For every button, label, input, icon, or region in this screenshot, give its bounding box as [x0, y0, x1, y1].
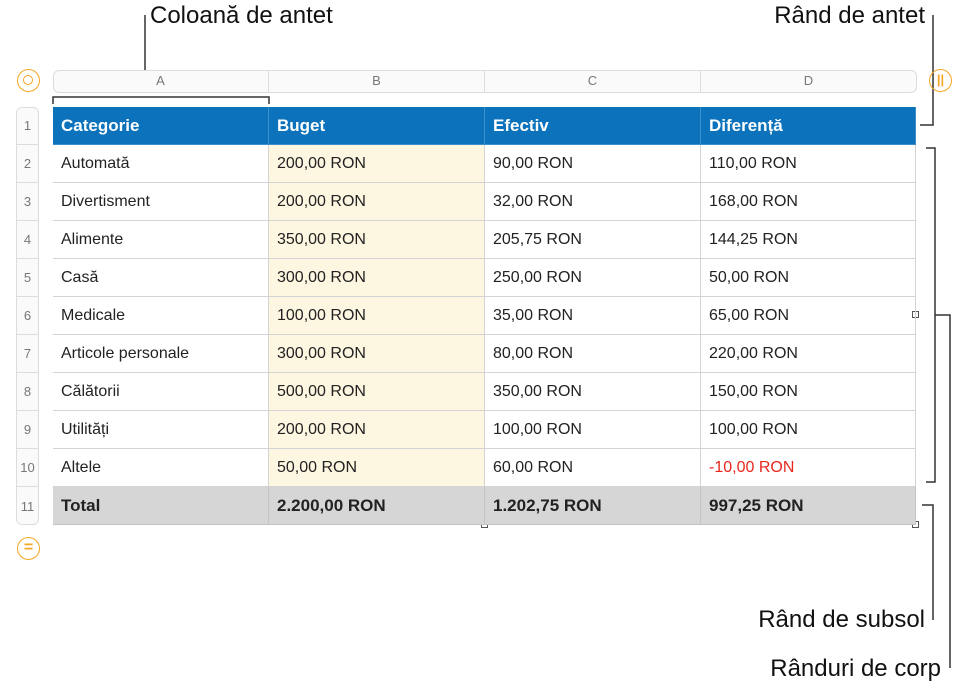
header-cell: Efectiv: [485, 107, 701, 145]
body-cell: Articole personale: [53, 335, 269, 373]
body-cell: 200,00 RON: [269, 411, 485, 449]
body-cell: 32,00 RON: [485, 183, 701, 221]
body-cell: Utilități: [53, 411, 269, 449]
column-letter: B: [269, 70, 485, 93]
table-handle[interactable]: [17, 69, 40, 92]
body-cell: 300,00 RON: [269, 259, 485, 297]
footer-cell: 1.202,75 RON: [485, 487, 701, 525]
body-cell: 100,00 RON: [485, 411, 701, 449]
row-number: 9: [17, 411, 38, 449]
footer-cell: 2.200,00 RON: [269, 487, 485, 525]
body-cell: 250,00 RON: [485, 259, 701, 297]
body-cell: 110,00 RON: [701, 145, 916, 183]
body-cell: 144,25 RON: [701, 221, 916, 259]
body-cell: 168,00 RON: [701, 183, 916, 221]
row-number: 11: [20, 498, 35, 514]
body-cell: Casă: [53, 259, 269, 297]
body-cell: Divertisment: [53, 183, 269, 221]
body-cell: 200,00 RON: [269, 183, 485, 221]
body-cell: 60,00 RON: [485, 449, 701, 487]
footer-cell: 997,25 RON: [701, 487, 916, 525]
body-cell: -10,00 RON: [701, 449, 916, 487]
body-cell: 35,00 RON: [485, 297, 701, 335]
body-cell: 100,00 RON: [701, 411, 916, 449]
add-column-button[interactable]: ||: [929, 69, 952, 92]
header-cell: Categorie: [53, 107, 269, 145]
body-cell: 100,00 RON: [269, 297, 485, 335]
row-number: 10: [17, 449, 38, 487]
body-cell: 220,00 RON: [701, 335, 916, 373]
callout-header-column: Coloană de antet: [150, 2, 333, 29]
body-cell: 50,00 RON: [269, 449, 485, 487]
row-number: 6: [17, 297, 38, 335]
body-cell: 65,00 RON: [701, 297, 916, 335]
body-cell: 200,00 RON: [269, 145, 485, 183]
footer-cell: Total: [53, 487, 269, 525]
row-number: 8: [17, 373, 38, 411]
row-number: 7: [17, 335, 38, 373]
column-letter: A: [53, 70, 269, 93]
body-cell: 50,00 RON: [701, 259, 916, 297]
row-number: 4: [17, 221, 38, 259]
body-cell: 90,00 RON: [485, 145, 701, 183]
callout-header-row: Rând de antet: [774, 2, 925, 29]
header-cell: Diferență: [701, 107, 916, 145]
body-cell: Călătorii: [53, 373, 269, 411]
row-number: 5: [17, 259, 38, 297]
header-row-line: [920, 15, 934, 126]
header-cell: Buget: [269, 107, 485, 145]
callout-footer-row: Rând de subsol: [758, 606, 925, 633]
body-cell: 350,00 RON: [269, 221, 485, 259]
body-cell: Alimente: [53, 221, 269, 259]
row-number: 3: [17, 183, 38, 221]
body-cell: Medicale: [53, 297, 269, 335]
row-number: 1: [17, 107, 38, 145]
body-rows-line: [926, 147, 951, 668]
row-bar: [16, 107, 39, 525]
body-cell: 500,00 RON: [269, 373, 485, 411]
body-cell: 350,00 RON: [485, 373, 701, 411]
row-number: 2: [17, 145, 38, 183]
body-cell: 300,00 RON: [269, 335, 485, 373]
column-bar: [53, 70, 917, 93]
footer-row-line: [922, 504, 934, 620]
body-cell: 205,75 RON: [485, 221, 701, 259]
body-cell: 80,00 RON: [485, 335, 701, 373]
body-cell: Altele: [53, 449, 269, 487]
add-row-button[interactable]: =: [17, 537, 40, 560]
column-letter: D: [803, 73, 814, 88]
body-cell: Automată: [53, 145, 269, 183]
body-cell: 150,00 RON: [701, 373, 916, 411]
column-letter: C: [485, 70, 701, 93]
callout-body-rows: Rânduri de corp: [770, 655, 941, 682]
